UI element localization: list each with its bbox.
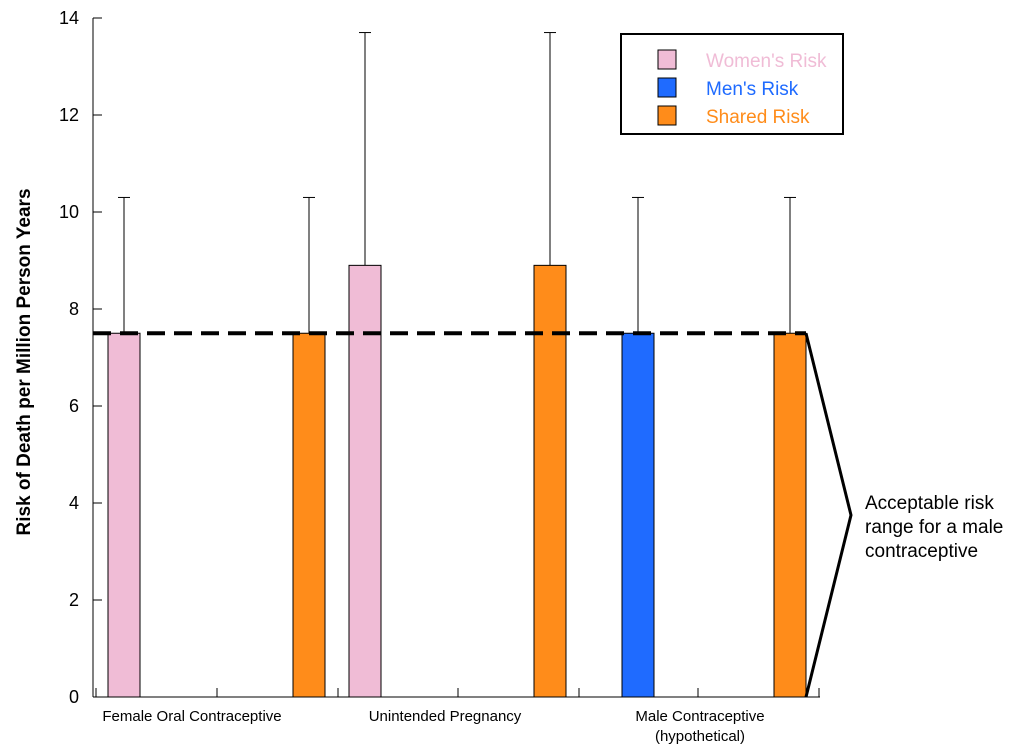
legend-swatch: [657, 49, 677, 70]
bar: [533, 264, 567, 698]
error-bars: [118, 32, 796, 334]
y-axis-label: Risk of Death per Million Person Years: [14, 188, 35, 535]
annotation: Acceptable risk range for a male contracep…: [804, 332, 1003, 698]
annotation-text-line: Acceptable risk: [865, 493, 994, 514]
y-tick-label: 12: [59, 105, 79, 125]
annotation-text-line: range for a male: [865, 517, 1003, 538]
y-tick-label: 14: [59, 8, 79, 28]
category-label: (hypothetical): [655, 728, 745, 745]
bar: [773, 332, 807, 698]
legend-swatch: [657, 77, 677, 98]
y-tick-label: 10: [59, 202, 79, 222]
bar: [621, 332, 655, 698]
category-label: Female Oral Contraceptive: [102, 708, 281, 725]
y-tick-label: 4: [69, 493, 79, 513]
bar: [348, 264, 382, 698]
y-tick-label: 2: [69, 590, 79, 610]
bar: [292, 332, 326, 698]
annotation-text-line: contraceptive: [865, 541, 978, 562]
legend: Women's Risk Men's Risk Shared Risk: [620, 33, 844, 135]
legend-label: Women's Risk: [706, 51, 827, 72]
x-axis: Female Oral Contraceptive Unintended Preg…: [93, 688, 820, 745]
y-tick-label: 8: [69, 299, 79, 319]
y-tick-label: 6: [69, 396, 79, 416]
category-label: Male Contraceptive: [635, 708, 764, 725]
annotation-bracket: [804, 332, 853, 698]
category-label: Unintended Pregnancy: [369, 708, 522, 725]
bar: [107, 332, 141, 698]
y-tick-label: 0: [69, 687, 79, 707]
y-axis: 0 2 4 6 8 10 12 14: [59, 8, 102, 707]
bars: [107, 264, 807, 698]
legend-label: Shared Risk: [706, 107, 810, 128]
legend-label: Men's Risk: [706, 79, 799, 100]
legend-swatch: [657, 105, 677, 126]
